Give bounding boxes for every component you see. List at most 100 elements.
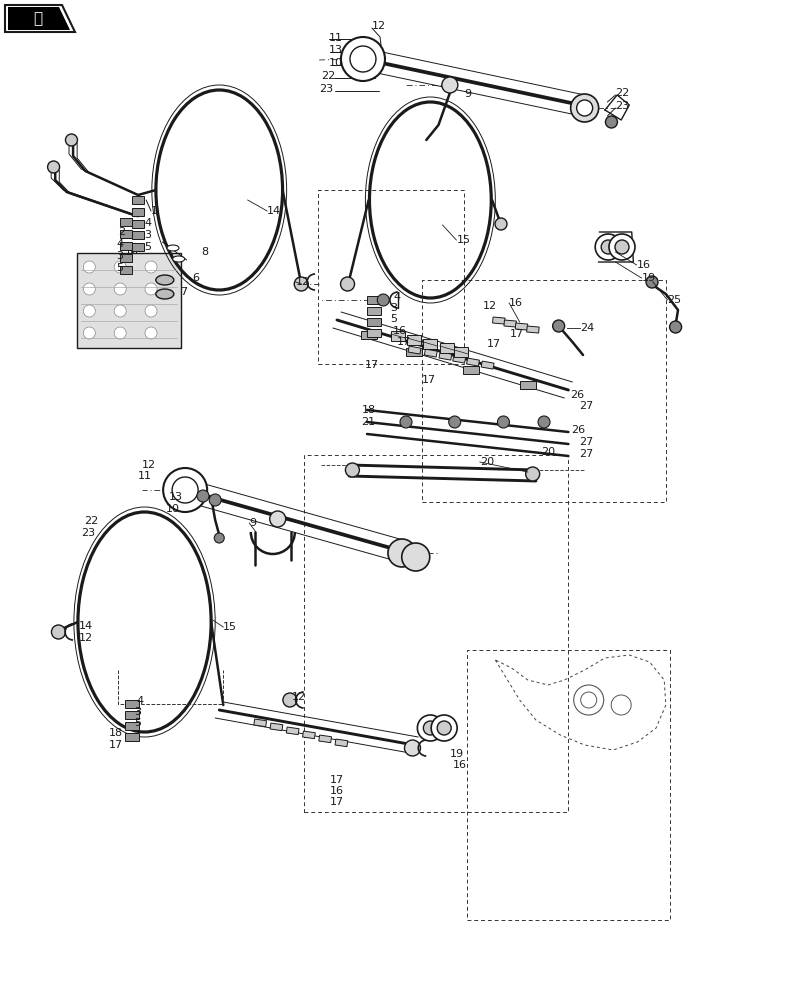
Text: 11: 11 — [138, 471, 152, 481]
Text: 3: 3 — [144, 230, 152, 240]
Bar — [439, 343, 453, 353]
Text: 17: 17 — [397, 337, 410, 347]
Circle shape — [145, 261, 157, 273]
Text: 12: 12 — [483, 301, 496, 311]
Bar — [453, 347, 468, 357]
Ellipse shape — [167, 245, 178, 251]
Text: 9: 9 — [249, 518, 256, 528]
Text: 15: 15 — [456, 235, 470, 245]
Circle shape — [84, 305, 95, 317]
Text: 21: 21 — [361, 417, 375, 427]
Text: 23: 23 — [319, 84, 333, 94]
Text: 26: 26 — [569, 390, 583, 400]
Circle shape — [605, 116, 616, 128]
Circle shape — [84, 327, 95, 339]
Bar — [335, 739, 347, 747]
Bar — [125, 722, 139, 730]
Text: 14: 14 — [267, 206, 281, 216]
Circle shape — [614, 240, 629, 254]
Bar — [120, 242, 131, 250]
Text: 4: 4 — [144, 218, 152, 228]
Circle shape — [525, 467, 539, 481]
Bar — [132, 196, 144, 204]
Text: 17: 17 — [509, 329, 523, 339]
Circle shape — [214, 533, 224, 543]
Bar — [481, 361, 493, 369]
Circle shape — [377, 294, 388, 306]
Bar — [132, 243, 144, 251]
Text: 16: 16 — [453, 760, 466, 770]
Circle shape — [552, 320, 564, 332]
Circle shape — [448, 416, 460, 428]
Bar — [319, 735, 331, 743]
Text: 7: 7 — [180, 287, 187, 297]
Text: 13: 13 — [328, 45, 342, 55]
Bar — [132, 231, 144, 239]
Text: 19: 19 — [641, 273, 654, 283]
Circle shape — [401, 543, 429, 571]
Circle shape — [197, 490, 208, 502]
Bar — [361, 331, 377, 339]
Circle shape — [145, 283, 157, 295]
Text: 19: 19 — [449, 749, 463, 759]
Text: 18: 18 — [361, 405, 375, 415]
Text: 2: 2 — [118, 227, 126, 237]
Text: 17: 17 — [422, 375, 436, 385]
Text: 27: 27 — [578, 449, 593, 459]
Circle shape — [114, 261, 126, 273]
Text: 12: 12 — [292, 692, 306, 702]
Bar — [406, 335, 421, 345]
Bar — [515, 323, 527, 330]
Text: 17: 17 — [364, 360, 378, 370]
Text: 6: 6 — [192, 273, 200, 283]
Bar — [492, 317, 504, 324]
Circle shape — [423, 721, 437, 735]
Circle shape — [594, 234, 620, 260]
Circle shape — [114, 305, 126, 317]
Text: 16: 16 — [329, 786, 343, 796]
Circle shape — [431, 715, 457, 741]
Circle shape — [350, 46, 375, 72]
Bar — [270, 723, 282, 731]
Circle shape — [400, 416, 411, 428]
Circle shape — [495, 218, 506, 230]
Circle shape — [51, 625, 66, 639]
Circle shape — [441, 77, 457, 93]
Circle shape — [84, 261, 95, 273]
Text: 17: 17 — [487, 339, 500, 349]
Bar — [132, 220, 144, 228]
Bar — [366, 329, 380, 337]
Bar — [125, 700, 139, 708]
Text: 5: 5 — [144, 242, 152, 252]
Text: 24: 24 — [579, 323, 594, 333]
Circle shape — [538, 416, 549, 428]
Circle shape — [294, 277, 308, 291]
Bar — [453, 355, 465, 363]
Bar — [120, 218, 131, 226]
Text: 22: 22 — [84, 516, 98, 526]
Circle shape — [600, 240, 615, 254]
Text: 5: 5 — [134, 718, 141, 728]
Text: 18: 18 — [109, 728, 122, 738]
Text: 15: 15 — [223, 622, 237, 632]
Text: 11: 11 — [328, 33, 342, 43]
Circle shape — [417, 715, 443, 741]
Bar — [406, 348, 422, 356]
Bar — [408, 346, 420, 354]
Text: 13: 13 — [169, 492, 182, 502]
Text: 22: 22 — [321, 71, 336, 81]
Text: 12: 12 — [79, 633, 92, 643]
Text: 22: 22 — [615, 88, 629, 98]
Text: 17: 17 — [109, 740, 122, 750]
Circle shape — [66, 134, 77, 146]
Text: 4: 4 — [136, 696, 144, 706]
Bar — [366, 318, 380, 326]
Text: 16: 16 — [393, 326, 406, 336]
Bar — [462, 366, 478, 374]
Text: 4: 4 — [116, 239, 123, 249]
Bar — [303, 731, 315, 739]
Circle shape — [611, 695, 630, 715]
Text: 23: 23 — [615, 101, 629, 111]
Bar — [526, 326, 539, 333]
Text: 25: 25 — [667, 295, 680, 305]
